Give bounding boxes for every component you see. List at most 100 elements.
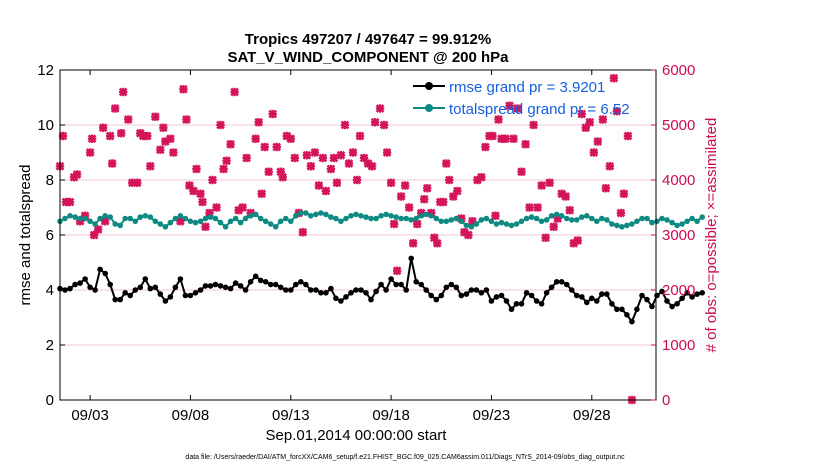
spread-point	[644, 215, 650, 222]
rmse-point	[137, 284, 144, 291]
obs-marker	[242, 153, 251, 163]
obs-marker	[254, 117, 263, 127]
rmse-point	[363, 290, 369, 296]
spread-point	[563, 215, 570, 222]
rmse-point	[388, 276, 394, 282]
obs-marker	[314, 181, 324, 190]
obs-marker	[438, 197, 448, 207]
rmse-point	[448, 281, 455, 288]
spread-point	[689, 215, 695, 222]
rmse-point	[298, 279, 304, 285]
obs-series	[55, 73, 637, 405]
obs-marker	[441, 159, 451, 168]
rmse-point	[197, 287, 204, 293]
y2-tick-label: 5000	[662, 117, 695, 134]
rmse-point	[528, 292, 535, 299]
rmse-point	[378, 281, 384, 288]
rmse-point	[463, 291, 470, 297]
rmse-point	[247, 279, 254, 285]
spread-point	[433, 215, 440, 222]
y2-tick-label: 4000	[662, 172, 695, 189]
spread-point	[408, 217, 415, 223]
spread-point	[122, 215, 128, 222]
obs-marker	[336, 150, 346, 160]
rmse-point	[107, 281, 113, 288]
spread-point	[654, 218, 660, 225]
obs-marker	[549, 222, 558, 232]
obs-marker	[491, 211, 500, 221]
rmse-point	[654, 292, 660, 299]
rmse-point	[303, 281, 309, 288]
obs-marker	[585, 117, 595, 127]
spread-point	[413, 215, 420, 222]
obs-marker	[392, 266, 402, 276]
x-tick-label: 09/13	[272, 407, 310, 424]
obs-marker	[419, 194, 429, 204]
rmse-point	[478, 290, 485, 296]
rmse-point	[82, 276, 88, 282]
rmse-point	[538, 301, 545, 307]
rmse-point	[262, 279, 269, 285]
obs-marker	[145, 161, 155, 171]
obs-marker	[286, 134, 296, 144]
rmse-point	[227, 285, 234, 292]
obs-marker	[219, 164, 228, 174]
rmse-point	[217, 283, 224, 289]
obs-marker	[107, 159, 117, 168]
spread-point	[252, 211, 259, 218]
spread-point	[513, 221, 520, 227]
rmse-point	[283, 287, 289, 293]
x-tick-label: 09/03	[71, 407, 109, 424]
y2-tick-label: 2000	[662, 282, 695, 299]
x-tick-label: 09/23	[473, 407, 511, 424]
spread-point	[538, 218, 545, 225]
spread-point	[102, 213, 108, 219]
obs-marker	[593, 137, 603, 146]
rmse-point	[689, 294, 695, 300]
spread-point	[237, 219, 244, 226]
spread-point	[463, 222, 470, 229]
spread-point	[247, 213, 254, 219]
obs-marker	[379, 120, 389, 130]
obs-marker	[222, 156, 231, 166]
spread-point	[378, 213, 384, 219]
spread-point	[493, 221, 500, 227]
obs-marker	[201, 222, 210, 232]
rmse-point	[97, 266, 103, 273]
rmse-point	[644, 296, 650, 303]
spread-point	[202, 215, 209, 222]
obs-marker	[105, 131, 115, 141]
rmse-point	[468, 287, 475, 293]
spread-point	[589, 215, 595, 222]
spread-point	[257, 215, 264, 222]
rmse-point	[629, 318, 635, 325]
rmse-point	[423, 287, 430, 293]
obs-marker	[382, 148, 392, 157]
rmse-point	[132, 287, 139, 293]
obs-marker	[310, 148, 320, 157]
spread-point	[453, 215, 460, 222]
spread-point	[172, 215, 179, 222]
rmse-point	[323, 290, 329, 296]
obs-marker	[494, 115, 503, 124]
spread-point	[162, 224, 169, 230]
obs-marker	[198, 197, 207, 207]
obs-marker	[123, 115, 133, 124]
spread-point	[363, 214, 369, 220]
rmse-series	[57, 255, 705, 325]
x-axis-label: Sep.01,2014 00:00:00 start	[266, 427, 448, 444]
spread-point	[418, 213, 425, 219]
rmse-point	[222, 284, 229, 291]
spread-point	[328, 214, 334, 220]
obs-marker	[321, 186, 331, 196]
spread-point	[283, 215, 289, 222]
rmse-point	[503, 298, 510, 304]
rmse-point	[167, 294, 174, 300]
obs-marker	[404, 203, 414, 212]
rmse-point	[72, 281, 78, 288]
spread-point	[694, 218, 700, 225]
obs-marker	[408, 238, 418, 248]
rmse-point	[418, 281, 425, 288]
spread-point	[669, 219, 675, 226]
